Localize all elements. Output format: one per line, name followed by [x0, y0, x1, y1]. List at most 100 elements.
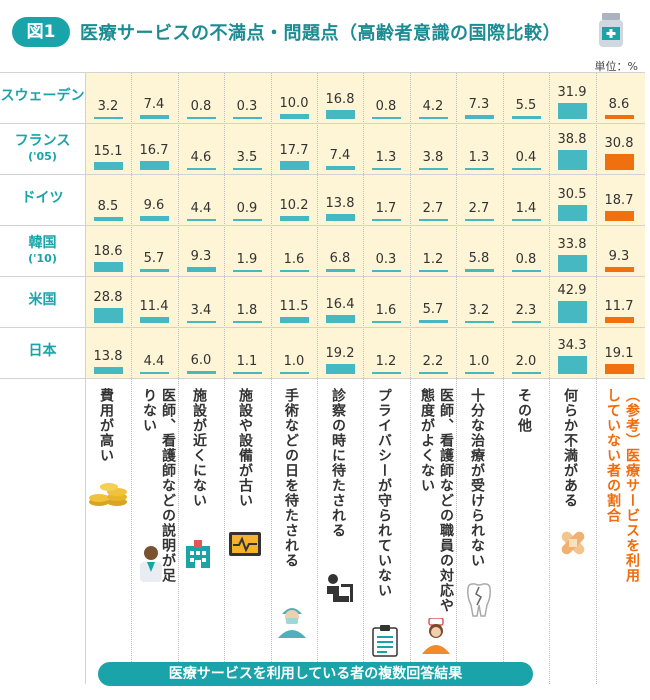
category-header: 施設が近くにない: [191, 388, 207, 508]
value-label: 1.0: [283, 354, 305, 369]
value-label: 5.7: [422, 302, 444, 317]
value-bar: [280, 114, 309, 119]
value-label: 9.3: [190, 249, 212, 264]
value-label: 42.9: [557, 283, 587, 298]
country-year-note: ('10): [28, 252, 57, 265]
value-bar: [187, 168, 216, 170]
value-label: 9.6: [143, 198, 165, 213]
value-label: 18.6: [93, 244, 123, 259]
value-label: 1.1: [236, 354, 258, 369]
value-label: 5.5: [515, 98, 537, 113]
value-bar: [233, 270, 262, 272]
nurse-icon: [422, 618, 450, 654]
country-name: 韓国: [28, 235, 57, 251]
reference-bar: [605, 317, 634, 323]
category-header: 医師、看護師などの説明が足りない: [141, 388, 176, 583]
value-label: 0.4: [515, 150, 537, 165]
value-bar: [280, 317, 309, 323]
value-label: 16.7: [139, 143, 169, 158]
value-label: 34.3: [557, 338, 587, 353]
value-bar: [140, 317, 169, 323]
value-label: 19.1: [604, 346, 634, 361]
value-label: 16.4: [325, 297, 355, 312]
reference-bar: [605, 364, 634, 374]
value-label: 33.8: [557, 237, 587, 252]
broken-tooth-icon: [467, 583, 491, 617]
value-label: 2.2: [422, 354, 444, 369]
value-bar: [558, 301, 587, 323]
reference-bar: [605, 115, 634, 119]
value-label: 38.8: [557, 132, 587, 147]
value-label: 13.8: [93, 349, 123, 364]
country-name: ドイツ: [21, 190, 64, 206]
row-divider: [0, 327, 645, 328]
value-label: 4.6: [190, 150, 212, 165]
value-label: 17.7: [279, 143, 309, 158]
value-label: 2.7: [422, 201, 444, 216]
country-name: フランス: [14, 133, 71, 149]
value-bar: [372, 270, 401, 272]
value-bar: [140, 115, 169, 119]
value-bar: [372, 321, 401, 323]
value-label: 1.4: [515, 201, 537, 216]
value-bar: [94, 117, 123, 119]
value-bar: [326, 364, 355, 374]
value-bar: [558, 356, 587, 374]
value-bar: [372, 168, 401, 170]
value-bar: [465, 168, 494, 170]
value-bar: [187, 117, 216, 119]
value-label: 8.5: [97, 199, 119, 214]
category-header: プライバシーが守られていない: [376, 388, 392, 598]
value-bar: [372, 117, 401, 119]
value-label: 11.7: [604, 299, 634, 314]
value-label: 13.8: [325, 196, 355, 211]
row-divider: [0, 123, 645, 124]
value-bar: [512, 270, 541, 272]
category-header: 医師、看護師などの職員の対応や態度がよくない: [419, 388, 454, 613]
value-bar: [326, 166, 355, 170]
waiting-person-icon: [327, 574, 353, 602]
value-label: 7.3: [468, 97, 490, 112]
footer-note: 医療サービスを利用している者の複数回答結果: [98, 662, 533, 686]
row-divider: [0, 276, 645, 277]
value-bar: [94, 162, 123, 170]
value-label: 0.8: [190, 99, 212, 114]
value-label: 1.9: [236, 252, 258, 267]
value-bar: [465, 219, 494, 221]
value-label: 28.8: [93, 290, 123, 305]
value-bar: [558, 150, 587, 170]
value-label: 1.8: [236, 303, 258, 318]
value-bar: [326, 315, 355, 323]
value-label: 11.4: [139, 299, 169, 314]
value-label: 0.3: [375, 252, 397, 267]
category-header: その他: [516, 388, 532, 433]
country-label: フランス ('05): [0, 133, 85, 165]
clipboard-icon: [372, 625, 398, 657]
value-label: 1.7: [375, 201, 397, 216]
unit-label: 単位：%: [594, 60, 638, 73]
reference-bar: [605, 154, 634, 170]
value-bar: [94, 262, 123, 272]
value-bar: [326, 269, 355, 272]
value-bar: [187, 219, 216, 221]
value-label: 1.2: [375, 354, 397, 369]
value-label: 3.5: [236, 150, 258, 165]
surgeon-icon: [278, 608, 306, 638]
category-header: 十分な治療が受けられない: [469, 388, 485, 568]
value-bar: [372, 219, 401, 221]
value-bar: [465, 115, 494, 119]
value-label: 2.7: [468, 201, 490, 216]
figure-badge: 図1: [12, 17, 70, 47]
value-label: 0.8: [515, 252, 537, 267]
value-bar: [465, 372, 494, 374]
value-label: 3.8: [422, 150, 444, 165]
bandage-icon: [561, 531, 585, 555]
value-bar: [419, 168, 448, 170]
value-label: 2.0: [515, 354, 537, 369]
value-label: 0.8: [375, 99, 397, 114]
country-name: 米国: [28, 292, 57, 308]
value-label: 4.2: [422, 99, 444, 114]
value-label: 3.4: [190, 303, 212, 318]
reference-bar: [605, 211, 634, 221]
